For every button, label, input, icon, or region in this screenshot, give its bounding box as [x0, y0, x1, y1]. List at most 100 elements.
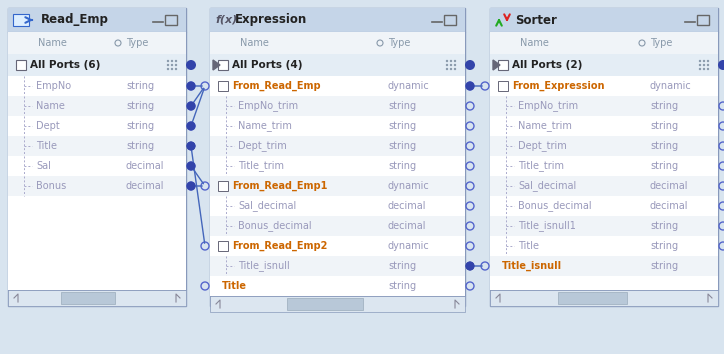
FancyBboxPatch shape [490, 116, 718, 136]
Text: Name_trim: Name_trim [518, 121, 572, 131]
FancyBboxPatch shape [490, 236, 718, 256]
Circle shape [703, 68, 705, 70]
Text: All Ports (2): All Ports (2) [512, 60, 582, 70]
Text: Bonus: Bonus [36, 181, 67, 191]
Circle shape [187, 102, 195, 110]
Circle shape [446, 64, 448, 66]
FancyBboxPatch shape [490, 136, 718, 156]
FancyBboxPatch shape [210, 236, 465, 256]
Circle shape [699, 68, 702, 70]
Text: From_Expression: From_Expression [512, 81, 605, 91]
FancyBboxPatch shape [210, 176, 465, 196]
Text: dynamic: dynamic [388, 241, 430, 251]
FancyBboxPatch shape [490, 76, 718, 96]
FancyBboxPatch shape [210, 116, 465, 136]
FancyBboxPatch shape [210, 54, 465, 76]
Text: Dept: Dept [36, 121, 60, 131]
Text: string: string [388, 101, 416, 111]
Text: Title: Title [36, 141, 57, 151]
Polygon shape [213, 60, 220, 70]
Circle shape [707, 68, 710, 70]
FancyBboxPatch shape [8, 156, 186, 176]
FancyBboxPatch shape [490, 8, 718, 306]
Text: string: string [126, 141, 154, 151]
Circle shape [466, 81, 474, 91]
FancyBboxPatch shape [287, 298, 363, 310]
Text: EmpNo_trim: EmpNo_trim [238, 101, 298, 112]
FancyBboxPatch shape [490, 290, 718, 306]
FancyBboxPatch shape [62, 292, 115, 304]
FancyBboxPatch shape [8, 196, 186, 290]
Text: Sorter: Sorter [515, 13, 557, 27]
FancyBboxPatch shape [210, 136, 465, 156]
Text: Name: Name [520, 38, 549, 48]
FancyBboxPatch shape [218, 241, 228, 251]
FancyBboxPatch shape [210, 156, 465, 176]
Circle shape [171, 64, 173, 66]
FancyBboxPatch shape [218, 81, 228, 91]
Text: EmpNo: EmpNo [36, 81, 71, 91]
FancyBboxPatch shape [490, 32, 718, 54]
Text: string: string [388, 281, 416, 291]
Circle shape [187, 81, 195, 91]
Text: Title_isnull: Title_isnull [502, 261, 562, 271]
FancyBboxPatch shape [210, 256, 465, 276]
Text: Type: Type [126, 38, 148, 48]
Text: Title_trim: Title_trim [518, 161, 564, 171]
Text: string: string [126, 121, 154, 131]
Text: From_Read_Emp2: From_Read_Emp2 [232, 241, 327, 251]
Text: Title: Title [222, 281, 247, 291]
Polygon shape [493, 60, 500, 70]
Text: string: string [650, 101, 678, 111]
FancyBboxPatch shape [8, 136, 186, 156]
Circle shape [174, 68, 177, 70]
Circle shape [187, 142, 195, 150]
Circle shape [167, 64, 169, 66]
FancyBboxPatch shape [490, 196, 718, 216]
Circle shape [466, 262, 474, 270]
Circle shape [466, 262, 474, 270]
FancyBboxPatch shape [8, 8, 186, 32]
FancyBboxPatch shape [210, 196, 465, 216]
Text: Bonus_decimal: Bonus_decimal [518, 201, 592, 211]
Text: string: string [388, 141, 416, 151]
FancyBboxPatch shape [498, 60, 508, 70]
Text: decimal: decimal [126, 181, 164, 191]
FancyBboxPatch shape [8, 76, 186, 96]
FancyBboxPatch shape [210, 216, 465, 236]
Text: Name: Name [38, 38, 67, 48]
FancyBboxPatch shape [490, 276, 718, 290]
Text: f(x): f(x) [215, 15, 237, 25]
FancyBboxPatch shape [210, 96, 465, 116]
Text: Read_Emp: Read_Emp [41, 13, 109, 27]
FancyBboxPatch shape [490, 216, 718, 236]
FancyBboxPatch shape [210, 276, 465, 296]
Circle shape [454, 60, 456, 62]
Text: string: string [650, 221, 678, 231]
Text: Name_trim: Name_trim [238, 121, 292, 131]
Circle shape [167, 60, 169, 62]
Text: Sal_decimal: Sal_decimal [518, 181, 576, 192]
Circle shape [703, 60, 705, 62]
Circle shape [454, 64, 456, 66]
Text: Sal_decimal: Sal_decimal [238, 201, 296, 211]
Circle shape [707, 60, 710, 62]
Text: Title_isnull1: Title_isnull1 [518, 221, 576, 232]
Circle shape [186, 60, 196, 70]
Text: dynamic: dynamic [388, 181, 430, 191]
Text: Type: Type [388, 38, 411, 48]
Text: string: string [650, 141, 678, 151]
FancyBboxPatch shape [490, 96, 718, 116]
Text: string: string [650, 121, 678, 131]
FancyBboxPatch shape [218, 60, 228, 70]
Text: dynamic: dynamic [650, 81, 691, 91]
FancyBboxPatch shape [13, 14, 29, 26]
FancyBboxPatch shape [490, 176, 718, 196]
Circle shape [707, 64, 710, 66]
FancyBboxPatch shape [8, 54, 186, 76]
Circle shape [450, 68, 452, 70]
Text: All Ports (4): All Ports (4) [232, 60, 303, 70]
FancyBboxPatch shape [8, 96, 186, 116]
FancyBboxPatch shape [210, 76, 465, 96]
FancyBboxPatch shape [210, 8, 465, 306]
